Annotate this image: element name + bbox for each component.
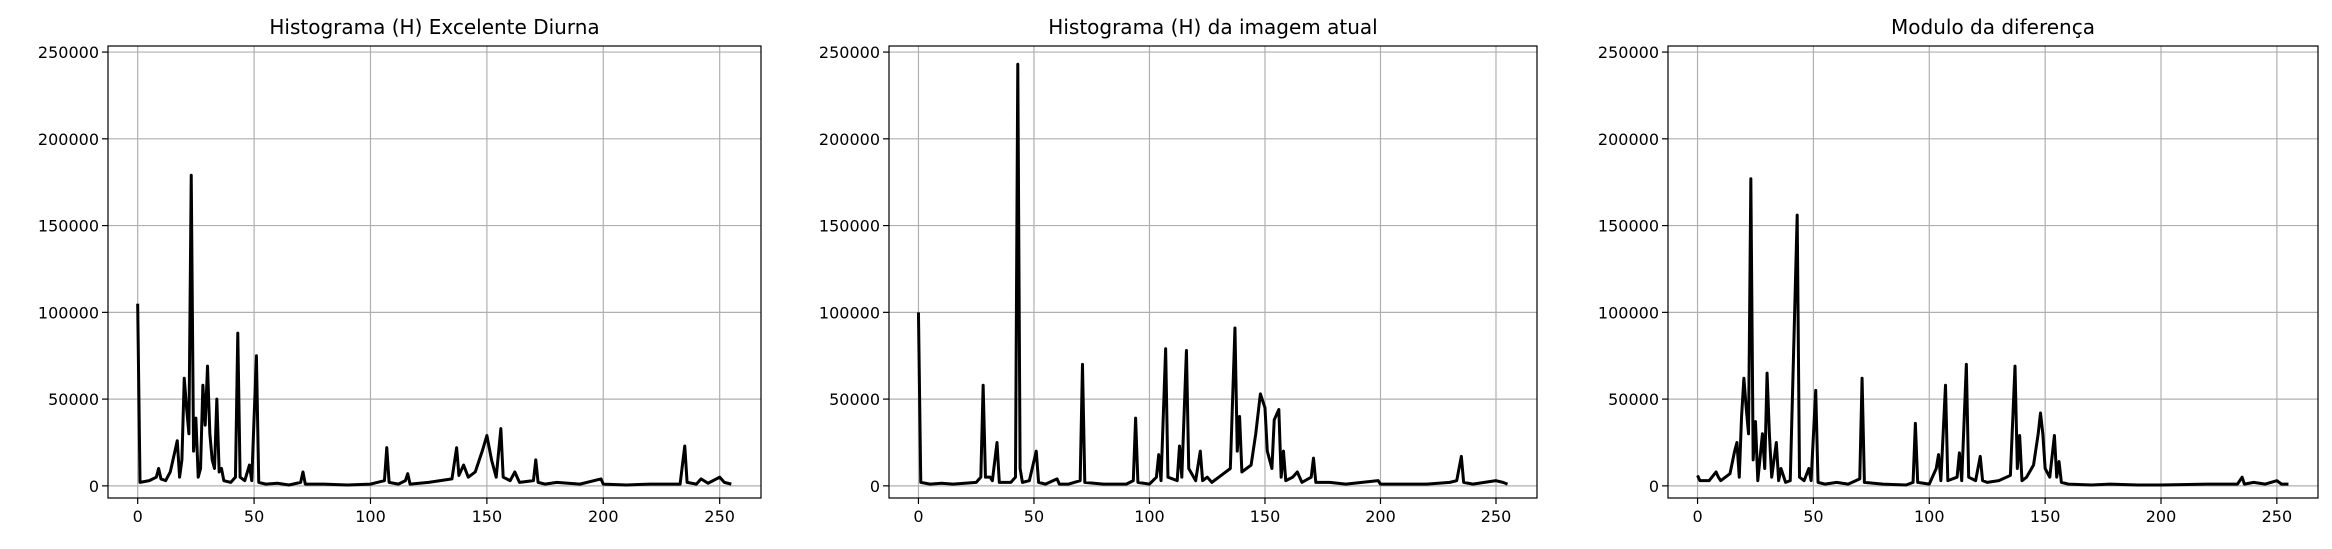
y-tick-label: 150000 — [1598, 217, 1659, 236]
x-tick-label: 0 — [133, 507, 143, 526]
x-tick-label: 150 — [472, 507, 503, 526]
y-tick-label: 50000 — [48, 390, 99, 409]
axes-frame — [1667, 45, 2319, 499]
y-tick-label: 200000 — [819, 130, 880, 149]
x-tick-label: 200 — [2146, 507, 2177, 526]
y-tick-label: 250000 — [38, 43, 99, 62]
x-tick-label: 0 — [913, 507, 923, 526]
x-tick-label: 150 — [2030, 507, 2061, 526]
x-tick-label: 200 — [1365, 507, 1396, 526]
x-tick-label: 100 — [1914, 507, 1945, 526]
x-tick-label: 250 — [1481, 507, 1512, 526]
x-tick-label: 0 — [1692, 507, 1702, 526]
axes-frame — [107, 45, 762, 499]
line-series — [1696, 177, 2289, 487]
y-tick-label: 150000 — [38, 217, 99, 236]
x-tick-label: 150 — [1250, 507, 1281, 526]
x-tick-label: 250 — [704, 507, 735, 526]
y-tick-label: 200000 — [1598, 130, 1659, 149]
y-tick-label: 0 — [89, 477, 99, 496]
x-tick-label: 200 — [588, 507, 619, 526]
chart-title: Histograma (H) Excelente Diurna — [269, 15, 599, 39]
y-tick-label: 50000 — [1608, 390, 1659, 409]
axes-frame — [888, 45, 1538, 499]
y-tick-label: 100000 — [1598, 303, 1659, 322]
y-tick-label: 0 — [870, 477, 880, 496]
y-tick-label: 250000 — [1598, 43, 1659, 62]
y-tick-label: 100000 — [38, 303, 99, 322]
chart-title: Histograma (H) da imagem atual — [1048, 15, 1377, 39]
y-tick-label: 150000 — [819, 217, 880, 236]
y-tick-label: 250000 — [819, 43, 880, 62]
x-tick-label: 250 — [2262, 507, 2293, 526]
line-series — [136, 173, 732, 487]
y-tick-label: 200000 — [38, 130, 99, 149]
y-tick-label: 0 — [1649, 477, 1659, 496]
x-tick-label: 50 — [244, 507, 264, 526]
chart-title: Modulo da diferença — [1891, 15, 2095, 39]
y-tick-label: 100000 — [819, 303, 880, 322]
x-tick-label: 100 — [355, 507, 386, 526]
x-tick-label: 50 — [1024, 507, 1044, 526]
x-tick-label: 100 — [1134, 507, 1165, 526]
line-series — [916, 62, 1509, 486]
y-tick-label: 50000 — [829, 390, 880, 409]
x-tick-label: 50 — [1803, 507, 1823, 526]
